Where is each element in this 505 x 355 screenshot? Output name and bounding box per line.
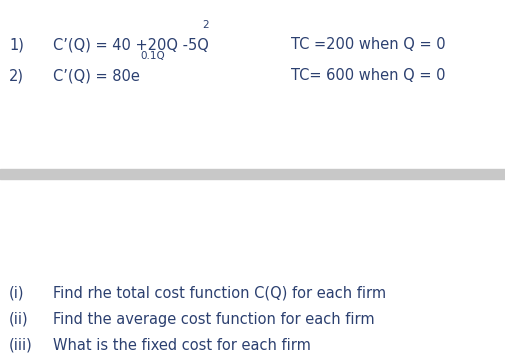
Text: (i): (i) <box>9 286 25 301</box>
Text: 0.1Q: 0.1Q <box>140 51 165 61</box>
Text: 2): 2) <box>9 68 24 83</box>
Text: Find rhe total cost function C(Q) for each firm: Find rhe total cost function C(Q) for ea… <box>53 286 385 301</box>
Text: What is the fixed cost for each firm: What is the fixed cost for each firm <box>53 338 311 353</box>
Text: (iii): (iii) <box>9 338 33 353</box>
Text: 1): 1) <box>9 37 24 52</box>
Text: TC= 600 when Q = 0: TC= 600 when Q = 0 <box>290 68 444 83</box>
Bar <box>0 169 505 179</box>
Text: C’(Q) = 80e: C’(Q) = 80e <box>53 68 140 83</box>
Text: C’(Q) = 40 +20Q -5Q: C’(Q) = 40 +20Q -5Q <box>53 37 209 52</box>
Text: 2: 2 <box>202 20 209 30</box>
Text: (ii): (ii) <box>9 312 29 327</box>
Text: Find the average cost function for each firm: Find the average cost function for each … <box>53 312 374 327</box>
Text: TC =200 when Q = 0: TC =200 when Q = 0 <box>290 37 445 52</box>
